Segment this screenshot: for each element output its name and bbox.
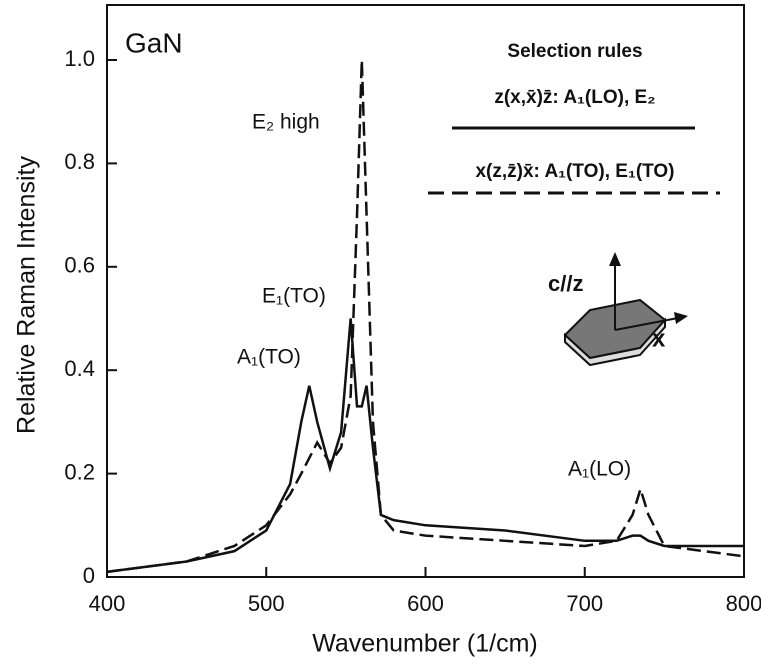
- y-tick-label: 0.8: [64, 149, 95, 174]
- y-tick-label: 0.2: [64, 459, 95, 484]
- x-tick-label: 600: [407, 591, 444, 616]
- annotation: x: [652, 325, 666, 352]
- annotation: A₁(TO): [237, 346, 301, 369]
- x-tick-label: 700: [566, 591, 603, 616]
- y-tick-label: 1.0: [64, 46, 95, 71]
- annotation: A₁(LO): [568, 458, 631, 481]
- series-line: [106, 318, 744, 574]
- x-tick-label: 500: [248, 591, 285, 616]
- crystal-icon: [563, 252, 688, 367]
- y-tick-label: 0.6: [64, 253, 95, 278]
- x-tick-label: 400: [89, 591, 126, 616]
- annotation: E₁(TO): [262, 285, 326, 308]
- x-axis-label: Wavenumber (1/cm): [312, 630, 538, 658]
- annotation: E₂ high: [252, 111, 320, 134]
- x-tick-label: 800: [726, 591, 761, 616]
- legend-label: z(x,x̄)z̄: A₁(LO), E₂: [494, 87, 655, 108]
- legend-label: x(z,z̄)x̄: A₁(TO), E₁(TO): [475, 161, 674, 182]
- y-tick-label: 0: [83, 563, 95, 588]
- legend-title: Selection rules: [507, 41, 642, 62]
- series-line: [106, 59, 745, 574]
- y-tick-label: 0.4: [64, 356, 95, 381]
- annotation: c//z: [548, 271, 583, 296]
- annotation: GaN: [125, 27, 183, 58]
- y-axis-label: Relative Raman Intensity: [13, 156, 41, 434]
